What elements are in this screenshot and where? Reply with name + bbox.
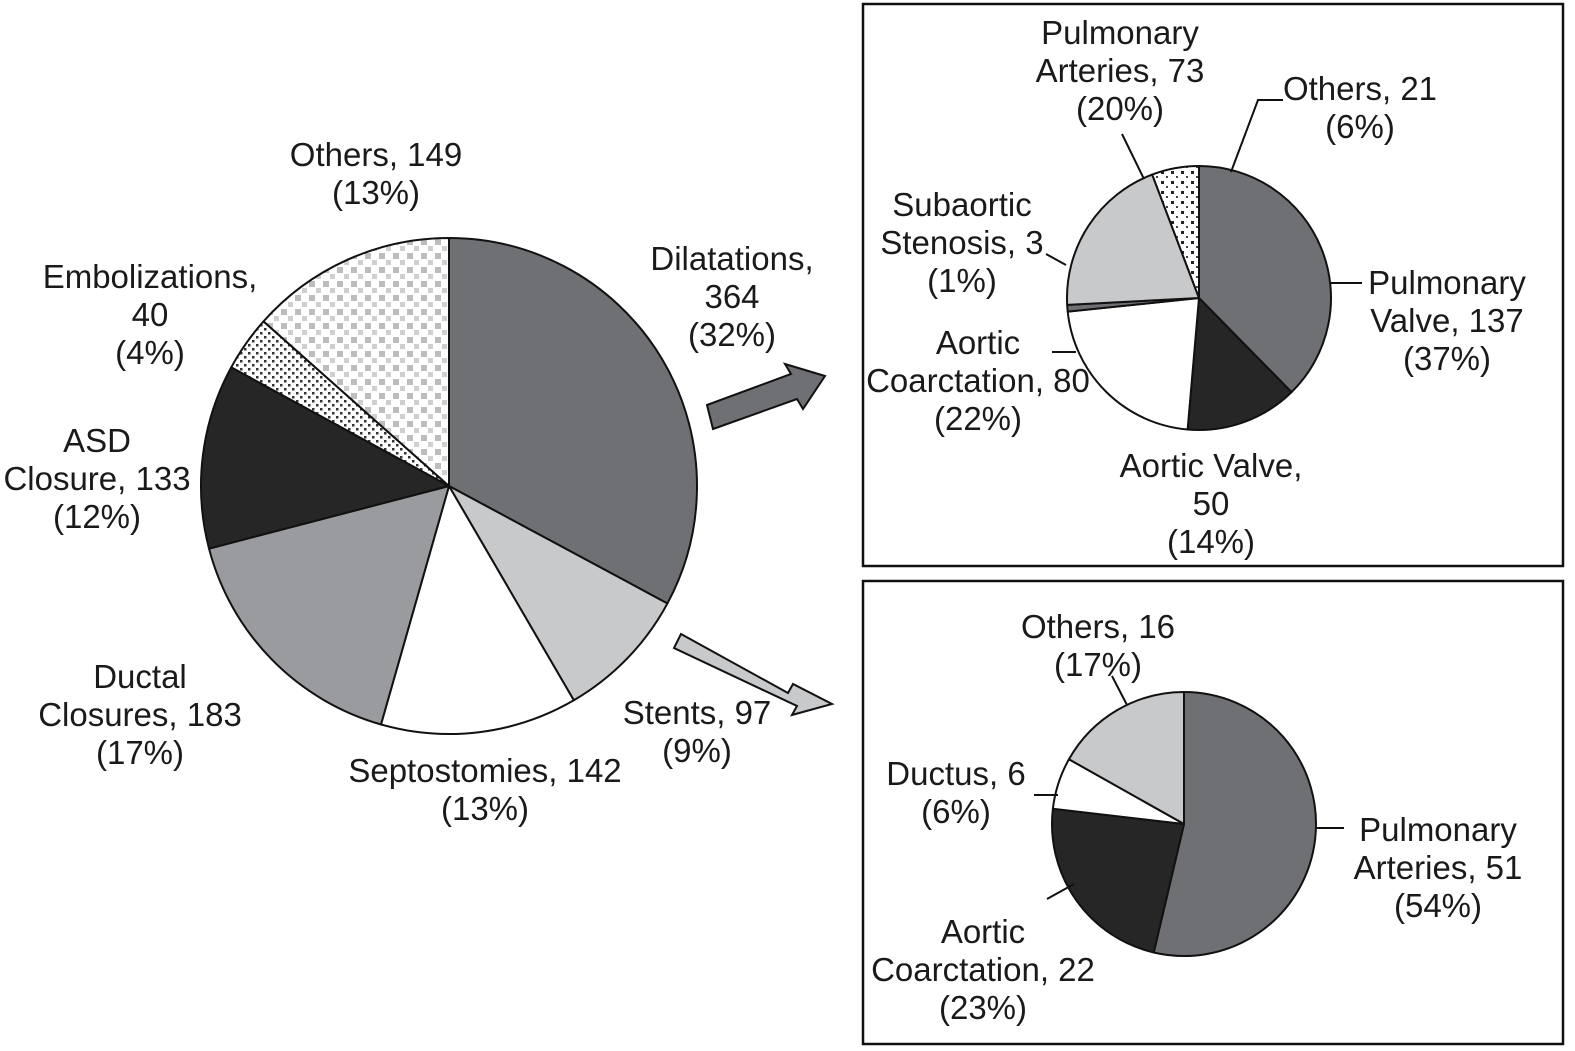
dilatations-slice-pulmonary-arteries bbox=[1066, 173, 1200, 306]
dilatations-label-subaortic-stenosis: Subaortic Stenosis, 3 (1%) bbox=[880, 186, 1043, 299]
dilatations-label-pulmonary-valve: Pulmonary Valve, 137 (37%) bbox=[1368, 264, 1526, 377]
procedures-pie: Dilatations, 364 (32%) Stents, 97 (9%)Septos… bbox=[3, 136, 813, 827]
dilatations-label-others: Others, 21 (6%) bbox=[1283, 70, 1437, 145]
main-slice-stents bbox=[448, 485, 669, 702]
stents-leader-aortic-coarctation bbox=[1046, 883, 1075, 900]
stents-slice-pulmonary-arteries bbox=[1152, 691, 1317, 957]
stents-label-ductus: Ductus, 6 (6%) bbox=[886, 755, 1025, 830]
dilatations-leader-subaortic-stenosis bbox=[1045, 253, 1067, 266]
main-label-ductal-closures: Ductal Closures, 183 (17%) bbox=[38, 658, 242, 771]
stents-slice-aortic-coarctation bbox=[1051, 807, 1185, 954]
dilatations-leader-pulmonary-arteries bbox=[1121, 133, 1145, 180]
main-label-dilatations: Dilatations, 364 (32%) bbox=[650, 240, 813, 353]
dilatations-pie: Pulmonary Valve, 137 (37%) Aortic Valve, 50(… bbox=[866, 14, 1526, 560]
stents-pie: Pulmonary Arteries, 51 (54%) Aortic Coarctat… bbox=[871, 608, 1522, 1026]
stents-leader-others bbox=[1111, 675, 1128, 706]
stents-label-pulmonary-arteries: Pulmonary Arteries, 51 (54%) bbox=[1354, 811, 1523, 924]
dilatations-slice-pulmonary-valve bbox=[1198, 165, 1332, 394]
main-label-embolizations: Embolizations, 40 (4%) bbox=[43, 258, 258, 371]
dilatations-slice-aortic-coarctation bbox=[1066, 297, 1200, 431]
main-slice-ductal-closures bbox=[208, 485, 450, 726]
main-slice-asd-closure bbox=[199, 366, 450, 550]
dilatations-slice-others bbox=[1151, 165, 1200, 299]
main-label-stents: Stents, 97 (9%) bbox=[623, 694, 772, 769]
stents-label-aortic-coarctation: Aortic Coarctation, 22 (23%) bbox=[871, 913, 1095, 1026]
main-slice-septostomies bbox=[379, 485, 575, 735]
dilatations-breakdown-box bbox=[861, 2, 1565, 568]
stents-breakdown-box bbox=[861, 579, 1565, 1046]
stents-label-others: Others, 16 (17%) bbox=[1021, 608, 1175, 683]
stents-slice-others bbox=[1067, 691, 1185, 825]
dilatations-leader-others bbox=[1230, 99, 1283, 173]
main-label-septostomies: Septostomies, 142 (13%) bbox=[348, 752, 621, 827]
dilatations-label-aortic-valve: Aortic Valve, 50 (14%) bbox=[1120, 447, 1303, 560]
main-label-others: Others, 149 (13%) bbox=[290, 136, 462, 211]
main-label-asd-closure: ASD Closure, 133 (12%) bbox=[3, 422, 190, 535]
main-slice-others bbox=[262, 237, 450, 487]
dilatations-slice-aortic-valve bbox=[1186, 297, 1293, 431]
dilatations-label-pulmonary-arteries: Pulmonary Arteries, 73 (20%) bbox=[1036, 14, 1205, 127]
main-slice-dilatations bbox=[448, 237, 698, 605]
dilatations-label-aortic-coarctation: Aortic Coarctation, 80 (22%) bbox=[866, 324, 1090, 437]
dilatations-arrow bbox=[705, 362, 827, 431]
stents-arrow bbox=[672, 632, 835, 717]
